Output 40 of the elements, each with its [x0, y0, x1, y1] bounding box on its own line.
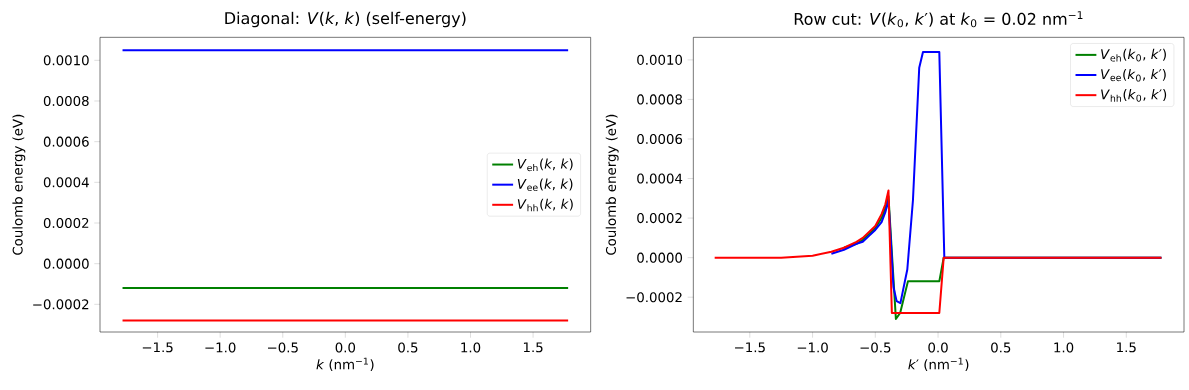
y-tick-label: 0.0004 — [637, 173, 683, 184]
legend-label: V$_{ee}$(k, k) — [517, 178, 573, 191]
x-axis-title: k (nm$^{−1}$) — [316, 357, 374, 372]
y-tick-label: −0.0002 — [626, 292, 682, 303]
chart-title: Diagonal: V(k, k) (self-energy) — [225, 11, 466, 28]
legend-label: V$_{hh}$(k, k) — [517, 198, 573, 212]
x-tick-label: −1.0 — [797, 342, 828, 353]
x-tick-label: −1.5 — [735, 342, 765, 353]
y-tick-label: 0.0008 — [637, 94, 683, 105]
y-axis-title: Coulomb energy (eV) — [12, 114, 26, 255]
y-tick-label: 0.0008 — [43, 95, 89, 107]
x-tick-label: 1.0 — [1054, 342, 1074, 353]
legend-label: V$_{eh}$(k, k) — [517, 158, 573, 172]
y-tick-label: 0.0002 — [43, 217, 89, 229]
legend-label: V$_{ee}$(k$_{0}$, k′) — [1101, 68, 1166, 82]
x-tick-label: 0.0 — [928, 342, 948, 353]
x-tick-label: −0.5 — [860, 342, 891, 353]
y-tick-label: 0.0004 — [43, 177, 89, 188]
x-tick-label: 0.5 — [991, 342, 1011, 353]
legend-label: V$_{hh}$(k$_{0}$, k′) — [1101, 89, 1167, 102]
y-tick-label: 0.0000 — [637, 252, 683, 263]
x-tick-label: 1.0 — [461, 342, 481, 353]
x-tick-label: 0.0 — [335, 342, 356, 353]
x-tick-label: 1.5 — [1117, 342, 1136, 353]
legend-label: V$_{eh}$(k$_{0}$, k′) — [1101, 48, 1166, 62]
x-tick-label: 1.5 — [523, 342, 543, 353]
chart-title: Row cut: V(k$_{0}$, k′) at k$_{0}$ = 0.02 nm$^{−1}$ — [794, 11, 1083, 28]
x-tick-label: 0.5 — [398, 342, 418, 353]
x-tick-label: −1.5 — [142, 342, 173, 353]
y-tick-label: 0.0000 — [43, 258, 89, 269]
y-tick-label: 0.0010 — [43, 55, 89, 66]
x-tick-label: −0.5 — [267, 342, 298, 353]
x-axis-title: k′ (nm$^{−1}$) — [908, 357, 969, 372]
x-tick-label: −1.0 — [205, 342, 236, 353]
y-tick-label: 0.0010 — [637, 54, 683, 65]
y-tick-label: 0.0006 — [637, 133, 683, 145]
y-axis-title: Coulomb energy (eV) — [605, 114, 619, 255]
y-tick-label: −0.0002 — [33, 299, 89, 310]
y-tick-label: 0.0002 — [637, 213, 682, 224]
y-tick-label: 0.0006 — [43, 136, 89, 147]
